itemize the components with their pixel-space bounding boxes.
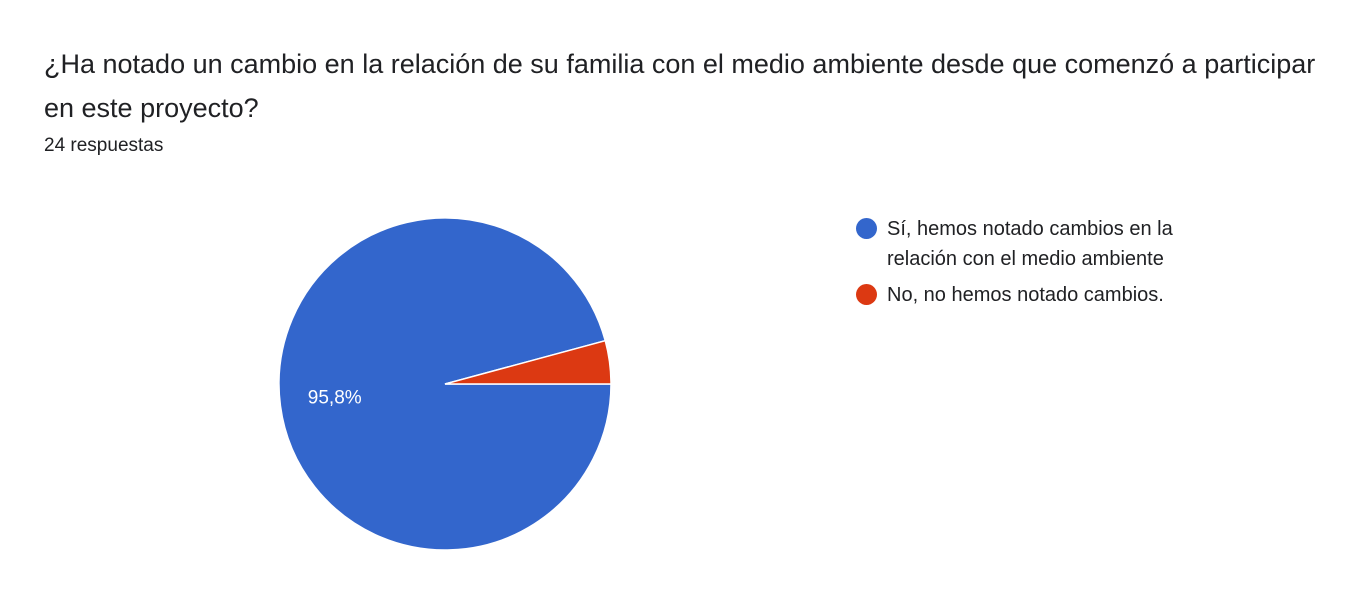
legend-label: No, no hemos notado cambios.: [887, 284, 1164, 306]
legend: Sí, hemos notado cambios en la relación …: [856, 214, 1216, 316]
chart-subtitle: 24 respuestas: [44, 135, 164, 156]
legend-item: Sí, hemos notado cambios en la relación …: [856, 214, 1216, 274]
pie-chart: 95,8%: [278, 217, 612, 551]
legend-swatch: [856, 218, 877, 239]
legend-swatch: [856, 284, 877, 305]
pie-slice: [444, 339, 612, 385]
chart-title: ¿Ha notado un cambio en la relación de s…: [44, 49, 1316, 123]
legend-item: No, no hemos notado cambios.: [856, 280, 1216, 310]
slice-label: 95,8%: [308, 388, 362, 409]
legend-label: Sí, hemos notado cambios en la relación …: [887, 218, 1173, 270]
